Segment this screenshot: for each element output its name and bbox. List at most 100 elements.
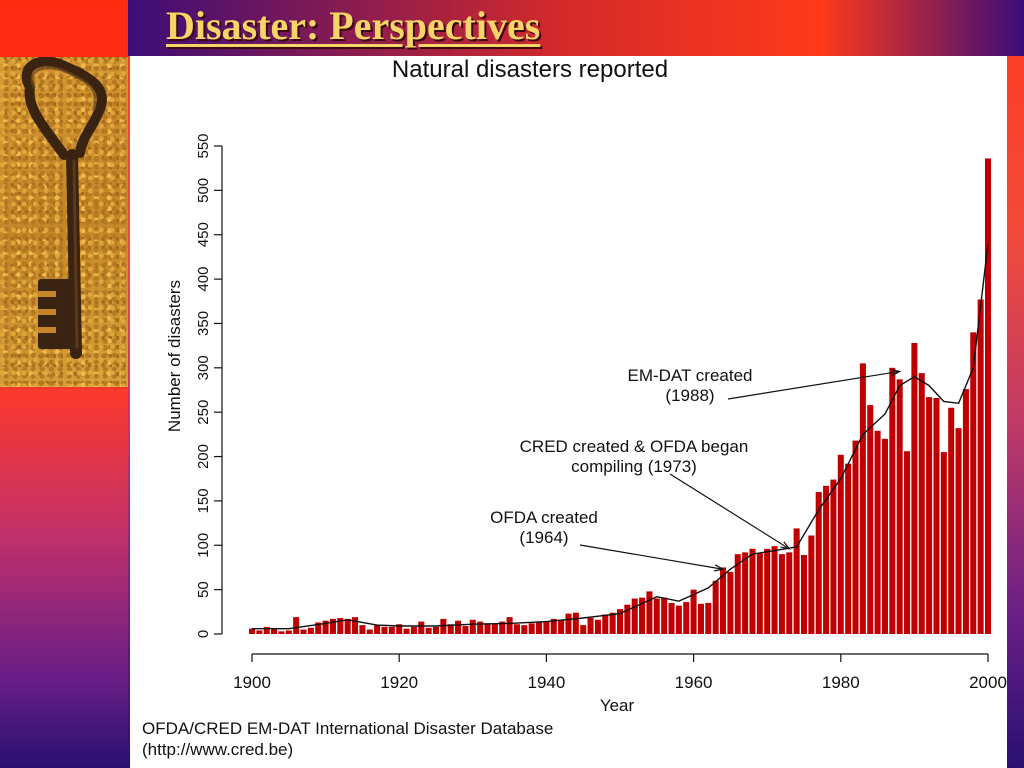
- bar-1961: [697, 603, 704, 634]
- bar-1943: [565, 613, 572, 634]
- bar-1909: [315, 622, 322, 634]
- source-note: OFDA/CRED EM-DAT International Disaster …: [142, 718, 553, 760]
- bar-1967: [742, 552, 749, 634]
- bar-1966: [734, 554, 741, 634]
- bar-1905: [285, 630, 292, 634]
- bar-1993: [933, 397, 940, 634]
- bar-1962: [705, 602, 712, 634]
- chart-title: Natural disasters reported: [391, 56, 669, 83]
- trend-line: [252, 243, 989, 630]
- bar-1968: [749, 548, 756, 634]
- bar-1901: [256, 630, 263, 634]
- source-line-1: OFDA/CRED EM-DAT International Disaster …: [142, 719, 554, 738]
- annotation-1973-line-2: compiling (1973): [571, 457, 697, 476]
- bar-1924: [425, 627, 432, 634]
- bar-1981: [845, 463, 852, 634]
- bar-1918: [381, 626, 388, 634]
- bar-1929: [462, 626, 469, 634]
- source-line-2: (http://www.cred.be): [142, 740, 294, 759]
- bar-1940: [543, 621, 550, 634]
- bar-1941: [550, 618, 557, 634]
- y-tick-label-450: 450: [195, 222, 212, 247]
- bar-1986: [881, 438, 888, 634]
- bar-1944: [572, 612, 579, 634]
- bar-1949: [609, 612, 616, 634]
- bar-1956: [661, 597, 668, 634]
- bar-1904: [278, 631, 285, 634]
- bar-1946: [587, 618, 594, 634]
- y-tick-label-0: 0: [195, 630, 212, 638]
- bar-1988: [896, 379, 903, 634]
- bar-1914: [352, 617, 359, 634]
- bar-1992: [926, 397, 933, 634]
- y-tick-label-350: 350: [195, 311, 212, 336]
- bar-1997: [962, 389, 969, 634]
- bar-1937: [521, 625, 528, 634]
- bar-1972: [778, 554, 785, 634]
- y-tick-label-200: 200: [195, 444, 212, 469]
- bar-1955: [653, 598, 660, 634]
- bar-1953: [639, 597, 646, 634]
- y-tick-label-500: 500: [195, 178, 212, 203]
- bar-1927: [447, 624, 454, 634]
- bar-1906: [293, 617, 300, 634]
- disasters-chart: 0 50 100 150 200 250 300 350 400 450 500 550 Number …: [165, 133, 1007, 715]
- bar-1928: [455, 620, 462, 634]
- bar-1983: [859, 363, 866, 634]
- bar-1916: [366, 629, 373, 634]
- bar-1999: [977, 299, 984, 634]
- bar-1911: [329, 618, 336, 634]
- y-axis-label: Number of disasters: [165, 280, 184, 432]
- bar-1908: [307, 627, 314, 634]
- bar-1947: [594, 619, 601, 634]
- bar-1957: [668, 602, 675, 634]
- bar-1952: [631, 598, 638, 634]
- x-tick-label-1980: 1980: [822, 673, 860, 692]
- bar-1942: [558, 619, 565, 634]
- bar-1976: [808, 535, 815, 634]
- bar-1900: [248, 628, 256, 634]
- key-icon: [21, 57, 107, 359]
- bar-1926: [440, 618, 447, 634]
- annotation-1964-line-2: (1964): [519, 528, 568, 547]
- bar-1938: [528, 623, 535, 634]
- bar-1954: [646, 591, 653, 634]
- bar-1958: [675, 605, 682, 634]
- bar-1994: [940, 452, 947, 634]
- bar-1932: [484, 623, 491, 634]
- annotation-1988-line-1: EM-DAT created: [627, 366, 752, 385]
- bar-1930: [469, 619, 476, 634]
- bar-1922: [410, 626, 417, 634]
- bar-1970: [764, 548, 771, 634]
- x-tick-label-1960: 1960: [675, 673, 713, 692]
- bar-1979: [830, 479, 837, 634]
- y-tick-label-100: 100: [195, 533, 212, 558]
- bar-1951: [624, 604, 631, 634]
- bar-1919: [388, 626, 395, 634]
- bar-1910: [322, 620, 329, 634]
- bar-1934: [499, 621, 506, 634]
- y-tick-label-300: 300: [195, 355, 212, 380]
- bar-1933: [491, 624, 498, 634]
- bar-1985: [874, 430, 881, 634]
- annotation-1973-arrow: [669, 473, 790, 550]
- annotation-1988-arrow: [727, 370, 900, 400]
- bar-1990: [911, 342, 918, 634]
- bar-1921: [403, 628, 410, 634]
- bar-1978: [823, 485, 830, 634]
- y-tick-label-550: 550: [195, 133, 212, 158]
- bar-1931: [477, 621, 484, 634]
- x-tick-label-1900: 1900: [233, 673, 271, 692]
- bar-1959: [683, 602, 690, 634]
- bar-1935: [506, 617, 513, 634]
- bar-1998: [970, 332, 977, 634]
- x-tick-label-1920: 1920: [380, 673, 418, 692]
- bar-1917: [374, 625, 381, 634]
- bar-1936: [513, 624, 520, 634]
- x-tick-label-1940: 1940: [527, 673, 565, 692]
- bar-1939: [536, 622, 543, 634]
- bar-1902: [263, 626, 270, 634]
- bar-1907: [300, 629, 307, 634]
- y-tick-label-150: 150: [195, 488, 212, 513]
- bar-1969: [756, 553, 763, 634]
